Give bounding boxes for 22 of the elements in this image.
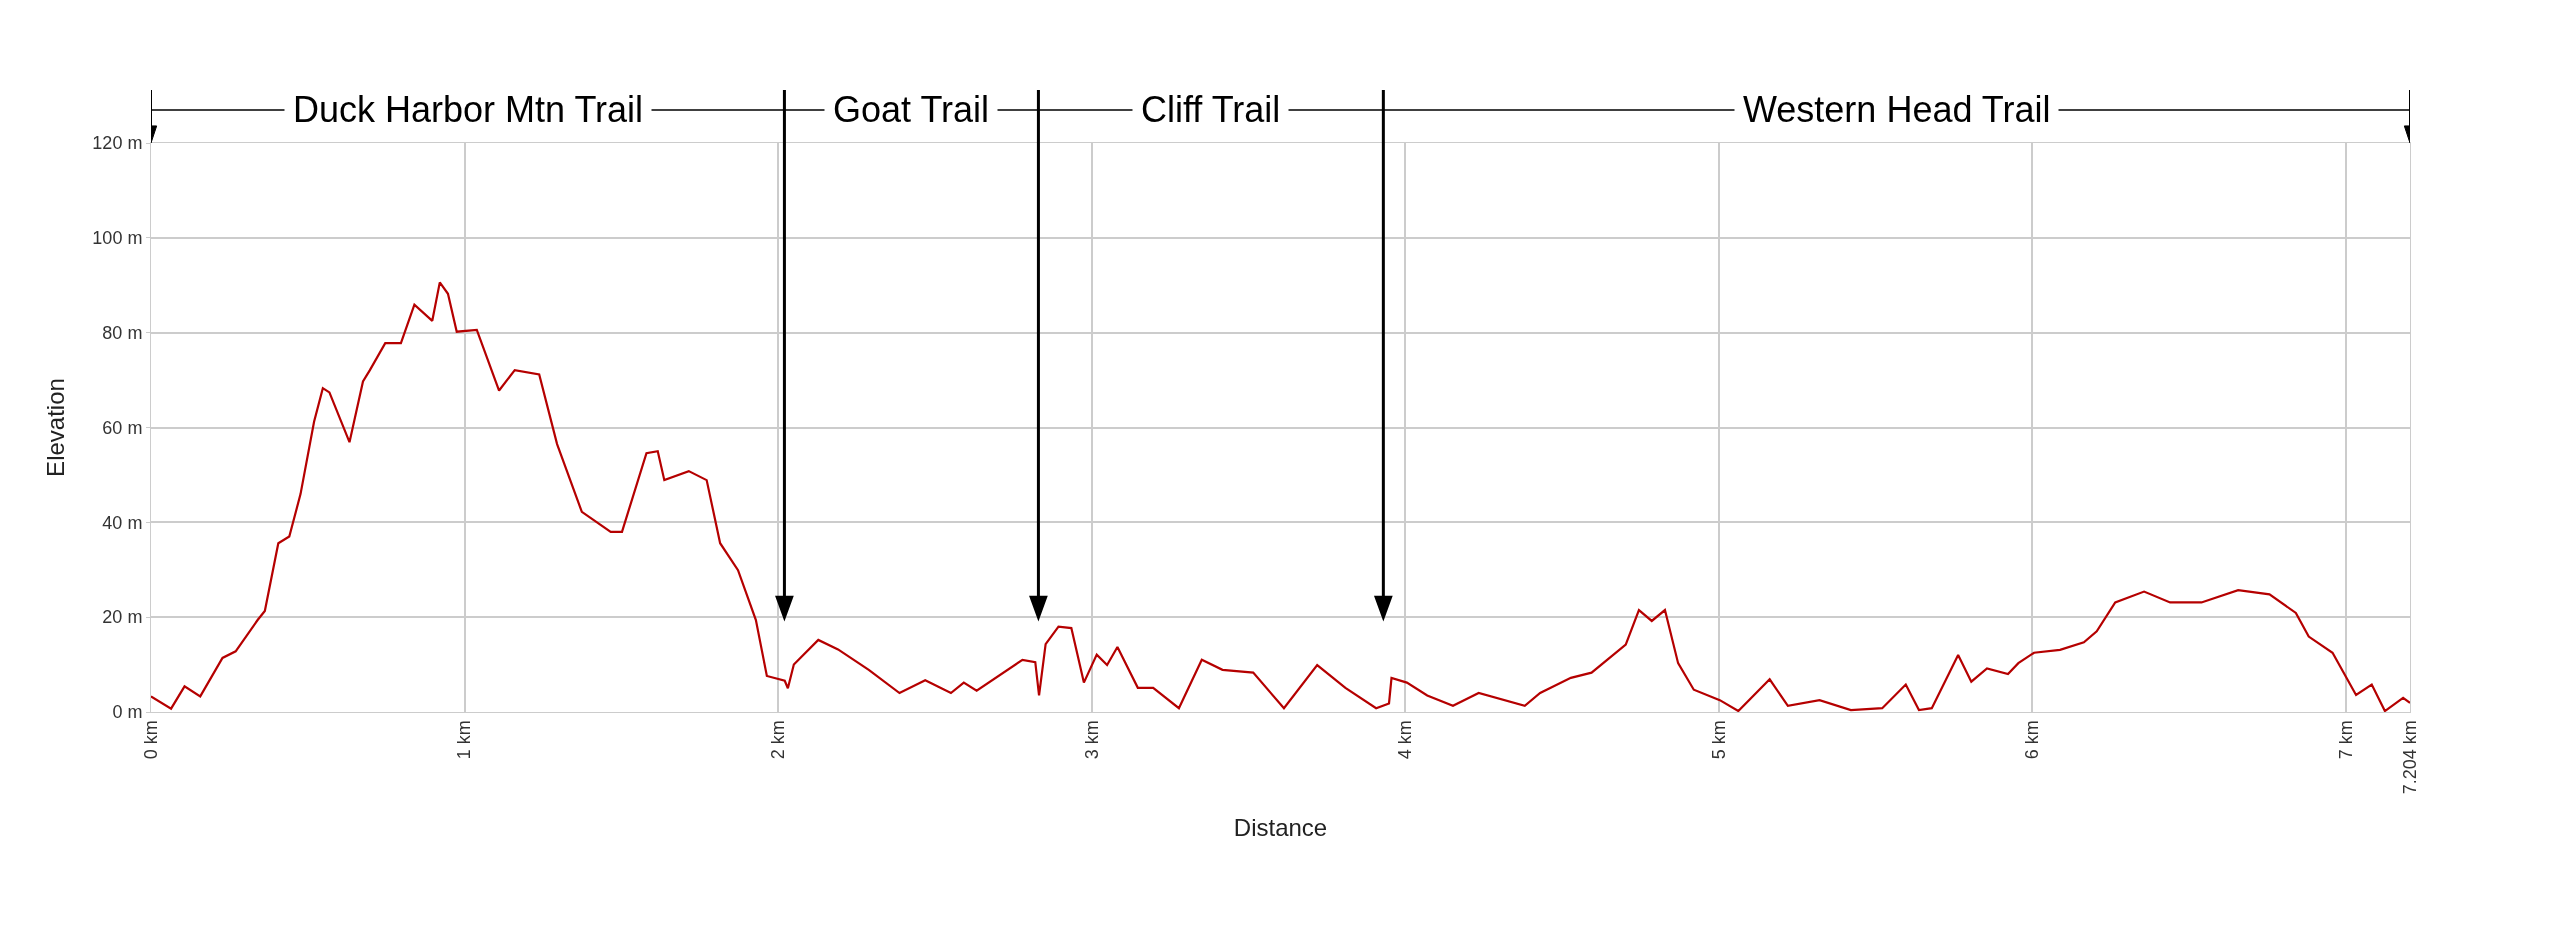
x-tick-label: 7.204 km	[2399, 720, 2420, 795]
y-tick-label: 80 m	[102, 322, 143, 343]
x-tick-label: 3 km	[1081, 720, 1102, 760]
text: Western Head Trail	[1743, 89, 2051, 130]
y-tick-label: 60 m	[102, 417, 143, 438]
x-tick-label: 0 km	[140, 720, 161, 760]
x-tick-label: 2 km	[768, 720, 788, 760]
x-tick-label: 6 km	[2022, 720, 2043, 760]
x-tick-label: 1 km	[454, 720, 475, 760]
y-tick-label: 40 m	[102, 512, 143, 533]
text: Goat Trail	[833, 89, 990, 130]
x-tick-label: 7 km	[2335, 720, 2356, 760]
x-tick-label: 4 km	[1395, 720, 1416, 760]
text: Duck Harbor Mtn Trail	[293, 89, 644, 130]
text: Cliff Trail	[1141, 89, 1281, 130]
x-tick-label: 5 km	[1708, 720, 1729, 760]
y-tick-label: 20 m	[102, 607, 143, 628]
y-tick-label: 120 m	[92, 133, 143, 154]
y-tick-label: 0 m	[112, 702, 143, 723]
y-axis-title: Elevation	[42, 378, 70, 477]
x-axis-title: Distance	[1233, 813, 1328, 841]
y-tick-label: 100 m	[92, 228, 143, 249]
